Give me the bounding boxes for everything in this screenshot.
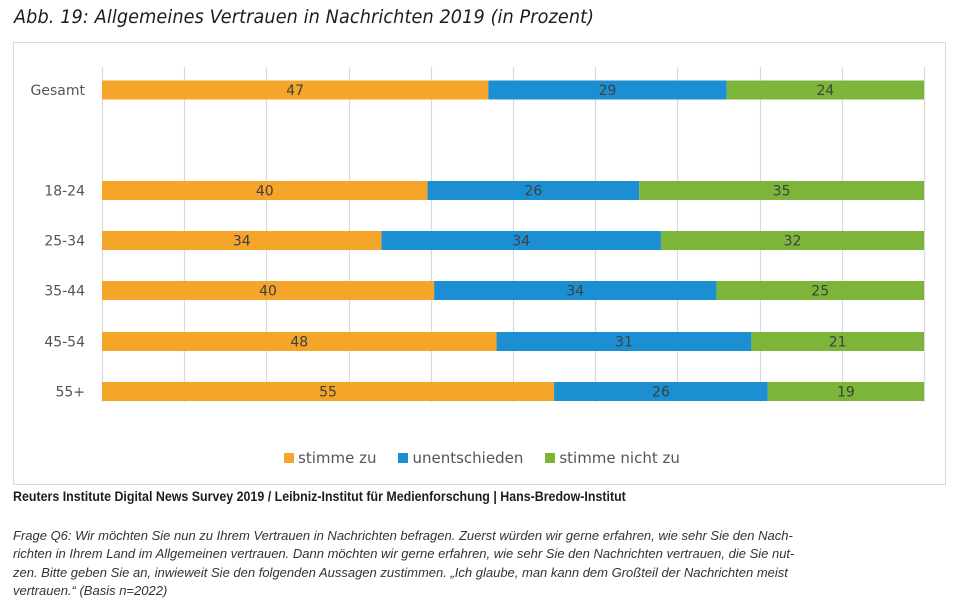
legend-swatch	[398, 453, 409, 463]
category-label: 25-34	[44, 234, 85, 250]
bar-segment	[639, 181, 924, 200]
category-label: 18-24	[44, 184, 85, 200]
bar-segment	[102, 231, 382, 250]
bar-segment	[102, 80, 489, 100]
data-label: 55	[319, 385, 337, 401]
data-label: 26	[652, 385, 670, 401]
legend-item: stimme zu	[284, 449, 376, 467]
bar-segment	[767, 382, 924, 401]
data-label: 21	[829, 335, 847, 351]
legend-item: unentschieden	[398, 449, 523, 467]
data-label: 34	[512, 234, 530, 250]
data-label: 40	[256, 184, 274, 200]
note-line: vertrauen.“ (Basis n=2022)	[13, 583, 168, 599]
data-label: 19	[837, 385, 855, 401]
question-note: Frage Q6: Wir möchten Sie nun zu Ihrem V…	[13, 527, 953, 601]
legend-swatch	[284, 453, 294, 463]
bar-segment	[102, 281, 435, 300]
category-label: Gesamt	[31, 83, 86, 99]
data-label: 31	[615, 335, 633, 351]
legend-swatch	[545, 453, 556, 463]
data-label: 34	[233, 234, 251, 250]
data-label: 35	[773, 184, 791, 200]
data-label: 34	[566, 284, 584, 300]
bar-segment	[554, 382, 768, 401]
bar-segment	[751, 332, 924, 351]
data-label: 26	[524, 184, 542, 200]
labels: Gesamt 47 29 24 18-24 40 26 35 25-34 34 34 32 35-44 4…	[31, 83, 855, 401]
bar-segment	[488, 80, 727, 100]
data-label: 29	[599, 83, 617, 99]
data-label: 47	[286, 83, 304, 99]
bar-segment	[716, 281, 924, 300]
data-label: 40	[259, 284, 277, 300]
bars	[102, 80, 924, 401]
chart-frame	[13, 42, 946, 485]
category-label: 45-54	[44, 335, 85, 351]
category-label: 35-44	[44, 284, 85, 300]
note-line: zen. Bitte geben Sie an, inwieweit Sie d…	[13, 564, 788, 580]
note-line: Frage Q6: Wir möchten Sie nun zu Ihrem V…	[13, 528, 793, 543]
bar-segment	[427, 181, 640, 200]
legend-label: stimme nicht zu	[559, 449, 680, 467]
legend: stimme zu unentschieden stimme nicht zu	[284, 448, 702, 468]
source-line: Reuters Institute Digital News Survey 20…	[13, 489, 626, 504]
data-label: 24	[816, 83, 834, 99]
bar-segment	[434, 281, 717, 300]
bar-segment	[102, 382, 555, 401]
data-label: 48	[290, 335, 308, 351]
bar-segment	[726, 80, 924, 100]
legend-item: stimme nicht zu	[545, 449, 680, 467]
bar-segment	[660, 231, 924, 250]
bar-segment	[102, 332, 497, 351]
legend-label: stimme zu	[298, 449, 377, 467]
bar-segment	[381, 231, 661, 250]
data-label: 32	[784, 234, 802, 250]
figure-title: Abb. 19: Allgemeines Vertrauen in Nachri…	[14, 6, 595, 28]
legend-label: unentschieden	[412, 449, 524, 467]
note-line: richten in Ihrem Land im Allgemeinen ver…	[13, 546, 795, 562]
category-label: 55+	[55, 385, 85, 401]
data-label: 25	[811, 284, 829, 300]
bar-segment	[496, 332, 752, 351]
bar-segment	[102, 181, 428, 200]
